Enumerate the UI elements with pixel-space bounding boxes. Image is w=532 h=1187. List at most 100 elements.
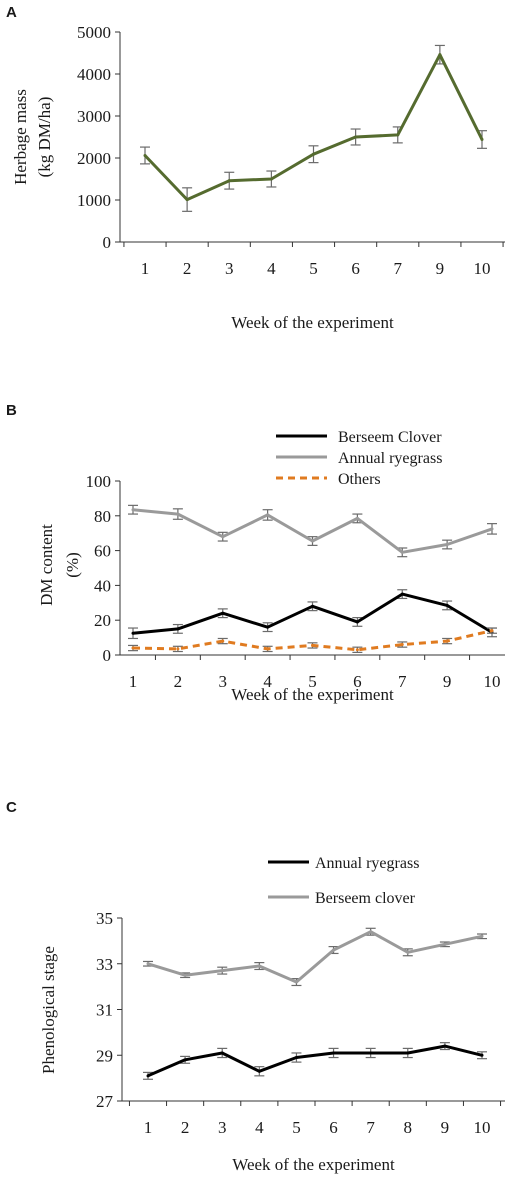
x-tick-label: 1 bbox=[129, 672, 138, 691]
data-point-annual-ryegrass bbox=[221, 535, 225, 539]
y-tick-label: 31 bbox=[96, 1001, 113, 1020]
y-tick-label: 5000 bbox=[77, 23, 111, 42]
x-tick-label: 5 bbox=[292, 1118, 301, 1137]
data-point-others bbox=[221, 639, 225, 643]
legend-label: Berseem Clover bbox=[338, 429, 442, 446]
x-tick-label: 7 bbox=[398, 672, 407, 691]
x-tick-label: 7 bbox=[366, 1118, 375, 1137]
y-tick-label: 4000 bbox=[77, 65, 111, 84]
y-axis-title: (kg DM/ha) bbox=[35, 97, 54, 178]
y-tick-label: 29 bbox=[96, 1046, 113, 1065]
x-tick-label: 5 bbox=[308, 672, 317, 691]
series-line-annual-ryegrass bbox=[147, 1044, 483, 1078]
data-point-others bbox=[490, 629, 494, 633]
data-point-berseem-clover bbox=[311, 604, 314, 608]
x-axis-title: Week of the experiment bbox=[232, 1155, 395, 1174]
x-axis-title: Week of the experiment bbox=[231, 685, 394, 704]
x-tick-label: 8 bbox=[404, 1118, 413, 1137]
data-point-berseem-clover bbox=[131, 631, 135, 635]
chart-panel-a: 0 1000 2000 3000 4000 5000 1 2 3 4 5 6 7 9 10 Week of t… bbox=[11, 23, 505, 332]
data-point-berseem-clover bbox=[220, 969, 224, 973]
x-tick-label: 3 bbox=[218, 1118, 227, 1137]
data-point-series-0 bbox=[354, 135, 358, 139]
series-line-berseem-clover bbox=[147, 930, 483, 984]
data-point-berseem-clover bbox=[294, 980, 298, 984]
x-tick-label: 10 bbox=[474, 1118, 491, 1137]
y-tick-label: 100 bbox=[86, 472, 112, 491]
data-point-berseem-clover bbox=[221, 611, 225, 615]
data-point-others bbox=[266, 647, 270, 651]
x-tick-label: 6 bbox=[353, 672, 362, 691]
x-tick-label: 4 bbox=[255, 1118, 264, 1137]
data-point-annual-ryegrass bbox=[183, 1058, 187, 1062]
x-tick-label: 2 bbox=[183, 259, 192, 278]
legend-label: Annual ryegrass bbox=[338, 450, 442, 467]
chart-panel-b: 0 20 40 60 80 100 1 2 3 4 5 6 7 9 10 Week of the experi… bbox=[37, 429, 505, 704]
y-tick-label: 27 bbox=[96, 1092, 114, 1111]
series-line-series-0 bbox=[143, 53, 484, 202]
panel-letter-b: B bbox=[6, 402, 17, 419]
y-tick-label: 0 bbox=[103, 233, 112, 252]
x-tick-label: 2 bbox=[174, 672, 183, 691]
data-point-annual-ryegrass bbox=[490, 527, 494, 531]
data-point-series-0 bbox=[312, 152, 315, 156]
chart-panel-c: 27 29 31 33 35 1 2 3 4 5 6 7 8 9 10 Week of the experim… bbox=[39, 855, 505, 1174]
data-point-annual-ryegrass bbox=[311, 539, 314, 543]
x-tick-label: 2 bbox=[181, 1118, 190, 1137]
x-tick-label: 6 bbox=[329, 1118, 338, 1137]
data-point-series-0 bbox=[269, 177, 273, 181]
x-tick-label: 7 bbox=[394, 259, 403, 278]
data-point-series-0 bbox=[227, 179, 231, 183]
data-point-berseem-clover bbox=[443, 942, 447, 946]
x-tick-label: 10 bbox=[484, 672, 501, 691]
data-point-berseem-clover bbox=[146, 962, 150, 966]
y-tick-label: 2000 bbox=[77, 149, 111, 168]
data-point-berseem-clover bbox=[332, 948, 336, 952]
data-point-series-0 bbox=[480, 138, 484, 142]
data-point-annual-ryegrass bbox=[445, 543, 449, 547]
x-tick-label: 9 bbox=[441, 1118, 450, 1137]
legend-label: Others bbox=[338, 471, 381, 488]
data-point-others bbox=[400, 643, 404, 647]
y-tick-label: 20 bbox=[94, 611, 111, 630]
data-point-others bbox=[311, 643, 314, 647]
data-point-berseem-clover bbox=[400, 592, 404, 596]
legend-label: Annual ryegrass bbox=[315, 855, 419, 872]
data-point-berseem-clover bbox=[176, 627, 180, 631]
data-point-annual-ryegrass bbox=[146, 1074, 150, 1078]
y-tick-label: 35 bbox=[96, 909, 113, 928]
x-tick-label: 4 bbox=[263, 672, 272, 691]
data-point-berseem-clover bbox=[480, 934, 484, 938]
y-tick-label: 60 bbox=[94, 542, 111, 561]
data-point-others bbox=[176, 647, 180, 651]
data-point-annual-ryegrass bbox=[406, 1051, 410, 1055]
panel-letter-c: C bbox=[6, 799, 17, 816]
y-tick-label: 0 bbox=[103, 646, 112, 665]
data-point-berseem-clover bbox=[406, 950, 410, 954]
data-point-annual-ryegrass bbox=[257, 1069, 261, 1073]
data-point-series-0 bbox=[143, 153, 147, 157]
data-point-annual-ryegrass bbox=[480, 1053, 484, 1057]
data-point-berseem-clover bbox=[266, 625, 270, 629]
data-point-series-0 bbox=[396, 133, 400, 137]
data-point-others bbox=[445, 639, 449, 643]
data-point-annual-ryegrass bbox=[220, 1051, 224, 1055]
data-point-others bbox=[131, 646, 135, 650]
y-tick-label: 1000 bbox=[77, 191, 111, 210]
data-point-berseem-clover bbox=[369, 930, 373, 934]
data-point-annual-ryegrass bbox=[355, 516, 359, 520]
data-point-annual-ryegrass bbox=[131, 508, 135, 512]
x-tick-label: 1 bbox=[144, 1118, 153, 1137]
x-tick-label: 3 bbox=[225, 259, 234, 278]
data-point-berseem-clover bbox=[257, 964, 261, 968]
x-tick-label: 4 bbox=[267, 259, 276, 278]
data-point-annual-ryegrass bbox=[400, 550, 404, 554]
x-tick-label: 9 bbox=[443, 672, 452, 691]
data-point-berseem-clover bbox=[355, 620, 359, 624]
x-tick-label: 5 bbox=[309, 259, 318, 278]
data-point-annual-ryegrass bbox=[369, 1051, 373, 1055]
y-tick-label: 80 bbox=[94, 507, 111, 526]
x-tick-label: 10 bbox=[474, 259, 491, 278]
